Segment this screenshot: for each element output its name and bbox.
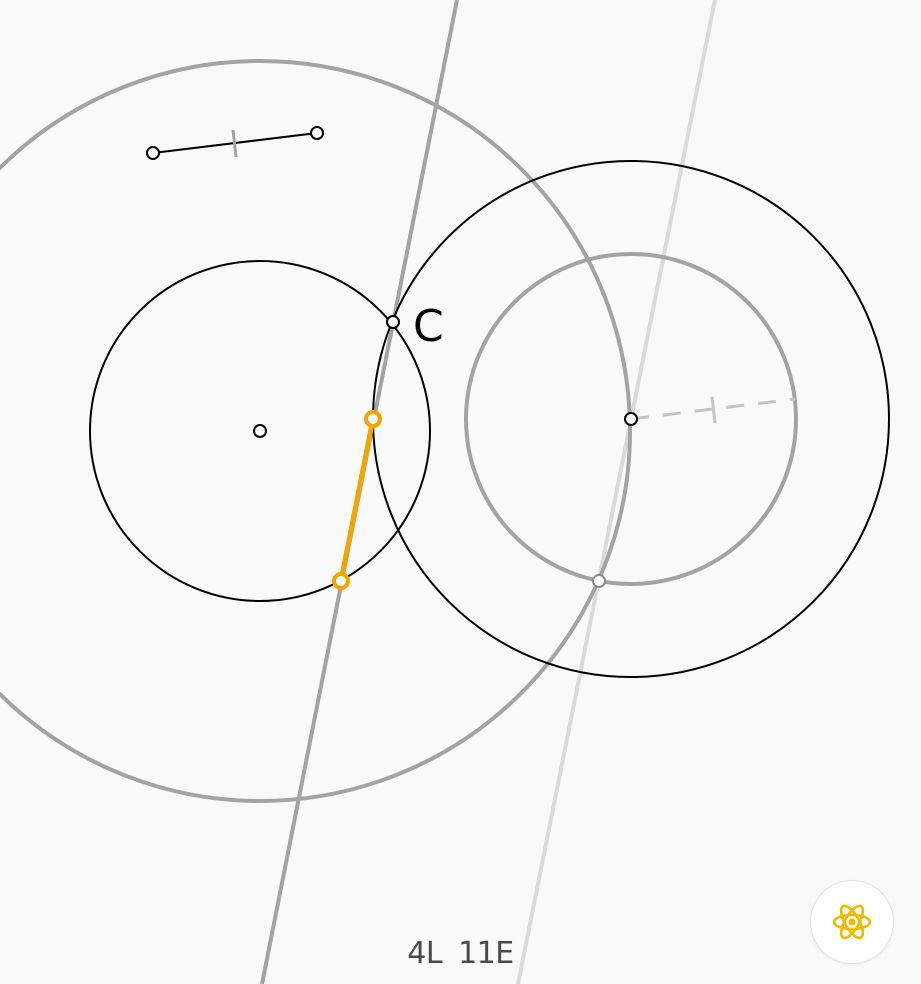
dashed-radius: [630, 397, 796, 421]
atom-icon: [832, 904, 872, 940]
euclid-count: 11E: [458, 936, 514, 971]
segment-endpoint-a[interactable]: [146, 146, 160, 160]
radius-tick: [710, 396, 717, 424]
lines-count: 4L: [407, 936, 443, 971]
move-counter: 4L 11E: [0, 936, 921, 971]
left-circle-center[interactable]: [253, 424, 267, 438]
point-c-label: C: [413, 301, 444, 352]
segment-tick: [231, 129, 238, 158]
segment-endpoint-b[interactable]: [310, 126, 324, 140]
faint-line: [516, 0, 717, 984]
hint-button[interactable]: [810, 880, 894, 964]
inner-construction-circle: [464, 252, 798, 586]
large-construction-circle: [0, 59, 632, 803]
right-circle-center[interactable]: [624, 412, 638, 426]
goal-point-bottom[interactable]: [332, 572, 350, 590]
goal-point-top[interactable]: [364, 410, 382, 428]
point-c[interactable]: [386, 315, 400, 329]
given-circle-left: [89, 260, 431, 602]
intersection-point[interactable]: [592, 574, 606, 588]
goal-segment: [338, 418, 376, 582]
